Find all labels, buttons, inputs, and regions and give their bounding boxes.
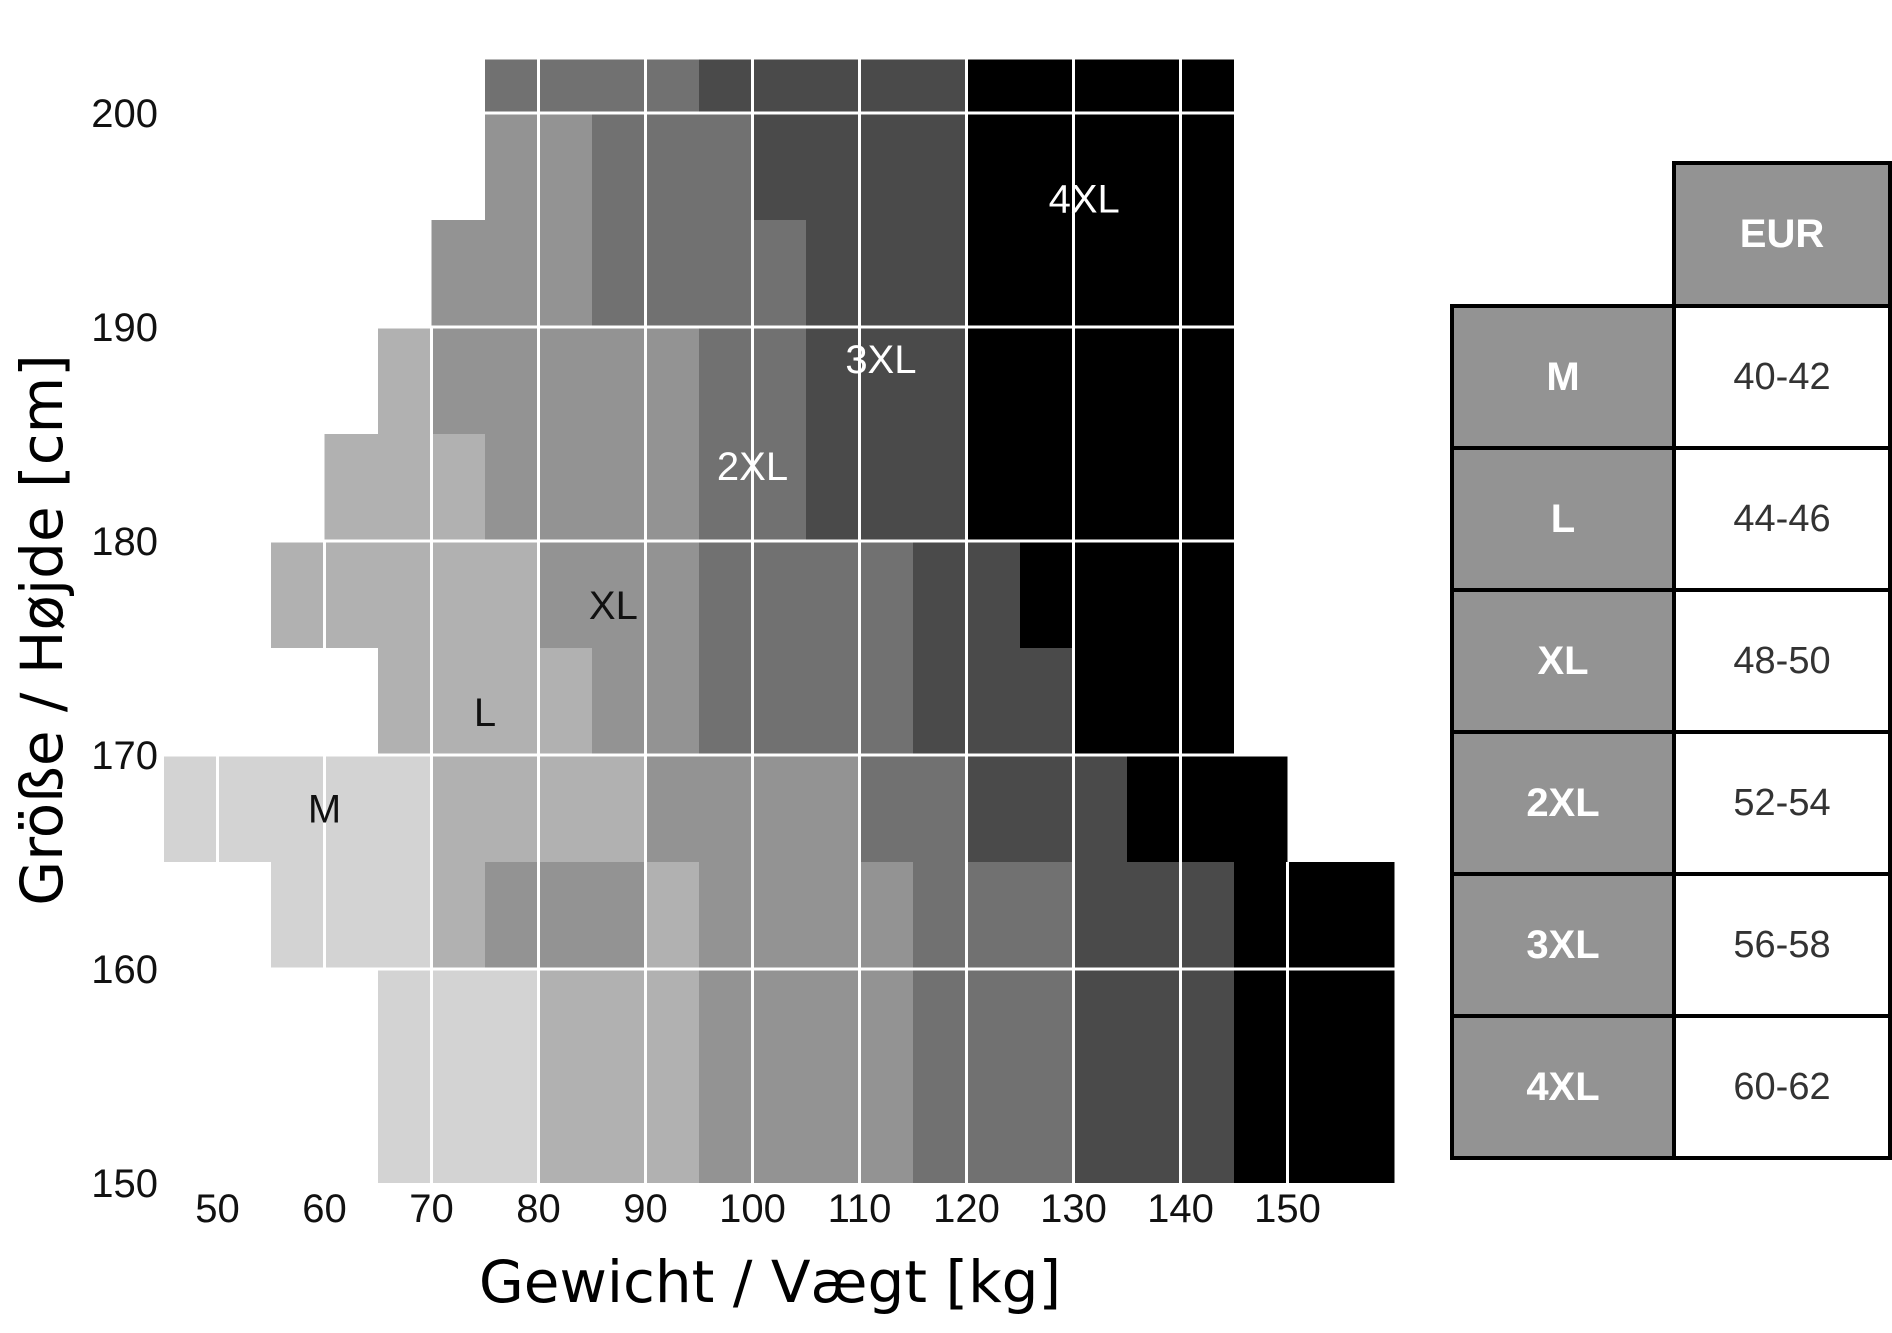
x-tick-label: 50 [195, 1187, 240, 1231]
zone-cell-xl [859, 862, 913, 969]
y-tick-label: 180 [91, 520, 158, 564]
zone-cell-2xl [592, 113, 753, 220]
zone-labels: M L XL 2XL 3XL 4XL [308, 178, 1120, 832]
table-header-eur: EUR [1672, 161, 1892, 304]
zone-cell-2xl [859, 755, 967, 862]
table-size-cell: XL [1450, 588, 1672, 730]
table-size-cell: 2XL [1450, 730, 1672, 872]
zone-cell-4xl [1127, 755, 1288, 862]
table-size-cell: L [1450, 446, 1672, 588]
zone-label-2xl: 2XL [717, 445, 788, 489]
zone-cell-3xl [1073, 969, 1234, 1183]
zone-label-l: L [474, 691, 496, 735]
y-tick-label: 150 [91, 1162, 158, 1206]
x-tick-label: 150 [1254, 1187, 1321, 1231]
zone-cell-4xl [966, 59, 1234, 113]
zone-cell-l [378, 327, 432, 434]
zone-cell-2xl [752, 220, 806, 327]
zone-cell-l [431, 434, 485, 541]
zone-cell-l [538, 648, 592, 755]
zone-cell-l [431, 862, 485, 969]
x-axis-title: Gewicht / Vægt [kg] [479, 1248, 1061, 1316]
zone-cell-2xl [699, 541, 753, 648]
x-tick-label: 80 [516, 1187, 561, 1231]
zone-cell-4xl [1234, 862, 1395, 969]
zone-cell-xl [431, 327, 699, 434]
zone-cell-3xl [806, 327, 967, 434]
zone-cell-3xl [1073, 862, 1234, 969]
zone-cell-xl [485, 434, 699, 541]
zone-cell-2xl [913, 862, 1074, 969]
zone-cell-m [378, 969, 539, 1183]
zone-cell-xl [485, 862, 646, 969]
x-tick-label: 90 [623, 1187, 668, 1231]
zone-label-m: M [308, 788, 341, 832]
zone-cell-l [431, 648, 539, 755]
zone-cell-l [378, 648, 432, 755]
x-tick-label: 100 [719, 1187, 786, 1231]
zone-cell-l [538, 969, 699, 1183]
table-size-cell: 4XL [1450, 1014, 1672, 1160]
x-tick-label: 60 [302, 1187, 347, 1231]
x-tick-label: 110 [828, 1187, 892, 1231]
zone-cell-l [324, 434, 432, 541]
table-eur-cell: 60-62 [1672, 1014, 1892, 1160]
zone-cell-m [271, 862, 432, 969]
x-axis-ticks: 50 60 70 80 90 100 110 120 130 140 150 [195, 1187, 1321, 1231]
size-zones [164, 59, 1395, 1183]
x-tick-label: 130 [1040, 1187, 1107, 1231]
table-eur-cell: 52-54 [1672, 730, 1892, 872]
zone-cell-2xl [699, 648, 860, 755]
zone-label-3xl: 3XL [845, 338, 916, 382]
zone-cell-xl [431, 220, 592, 327]
table-eur-cell: 44-46 [1672, 446, 1892, 588]
zone-cell-3xl [699, 59, 967, 113]
zone-cell-4xl [1073, 648, 1234, 755]
zone-label-xl: XL [589, 584, 638, 628]
y-tick-label: 190 [91, 306, 158, 350]
zone-cell-4xl [1234, 969, 1395, 1183]
table-eur-cell: 48-50 [1672, 588, 1892, 730]
table-size-cell: 3XL [1450, 872, 1672, 1014]
table-eur-cell: 56-58 [1672, 872, 1892, 1014]
zone-cell-m [164, 755, 432, 862]
zone-cell-xl [538, 541, 699, 648]
zone-cell-2xl [592, 220, 753, 327]
zone-cell-4xl [966, 113, 1234, 220]
zone-cell-xl [699, 969, 913, 1183]
zone-cell-2xl [859, 648, 913, 755]
zone-label-4xl: 4XL [1049, 178, 1120, 222]
zone-cell-3xl [966, 755, 1127, 862]
y-tick-label: 160 [91, 948, 158, 992]
zone-cell-3xl [913, 648, 1074, 755]
zone-cell-xl [699, 862, 860, 969]
x-tick-label: 140 [1147, 1187, 1214, 1231]
x-tick-label: 120 [933, 1187, 1000, 1231]
zone-cell-4xl [1020, 541, 1234, 648]
y-axis-title: Größe / Højde [cm] [8, 354, 76, 905]
zone-cell-4xl [966, 434, 1234, 541]
zone-cell-4xl [966, 220, 1234, 327]
table-eur-cell: 40-42 [1672, 304, 1892, 446]
zone-cell-3xl [806, 220, 967, 327]
y-tick-label: 170 [91, 734, 158, 778]
size-table: EUR M 40-42 L 44-46 XL 48-50 2XL 52-54 3XL 56-58 4… [1450, 161, 1892, 1161]
zone-cell-l [645, 862, 699, 969]
x-tick-label: 70 [409, 1187, 454, 1231]
zone-cell-3xl [806, 434, 967, 541]
zone-cell-4xl [966, 327, 1234, 434]
zone-cell-2xl [913, 969, 1074, 1183]
zone-cell-l [271, 541, 539, 648]
table-size-cell: M [1450, 304, 1672, 446]
zone-cell-2xl [485, 59, 699, 113]
grid-lines [164, 59, 1395, 1183]
y-tick-label: 200 [91, 92, 158, 136]
zone-cell-2xl [752, 541, 913, 648]
y-axis-ticks: 150 160 170 180 190 200 [91, 92, 158, 1206]
